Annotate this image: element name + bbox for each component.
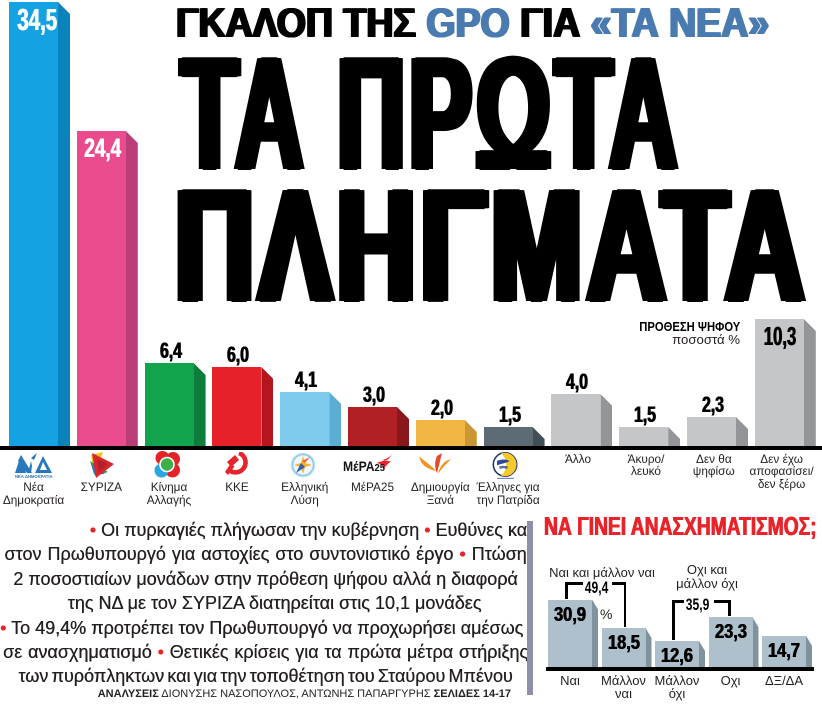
svg-text:ΝΕΑ ΔΗΜΟΚΡΑΤΙΑ: ΝΕΑ ΔΗΜΟΚΡΑΤΙΑ — [15, 474, 53, 479]
svg-text:ΜέΡΑ25: ΜέΡΑ25 — [343, 458, 385, 474]
